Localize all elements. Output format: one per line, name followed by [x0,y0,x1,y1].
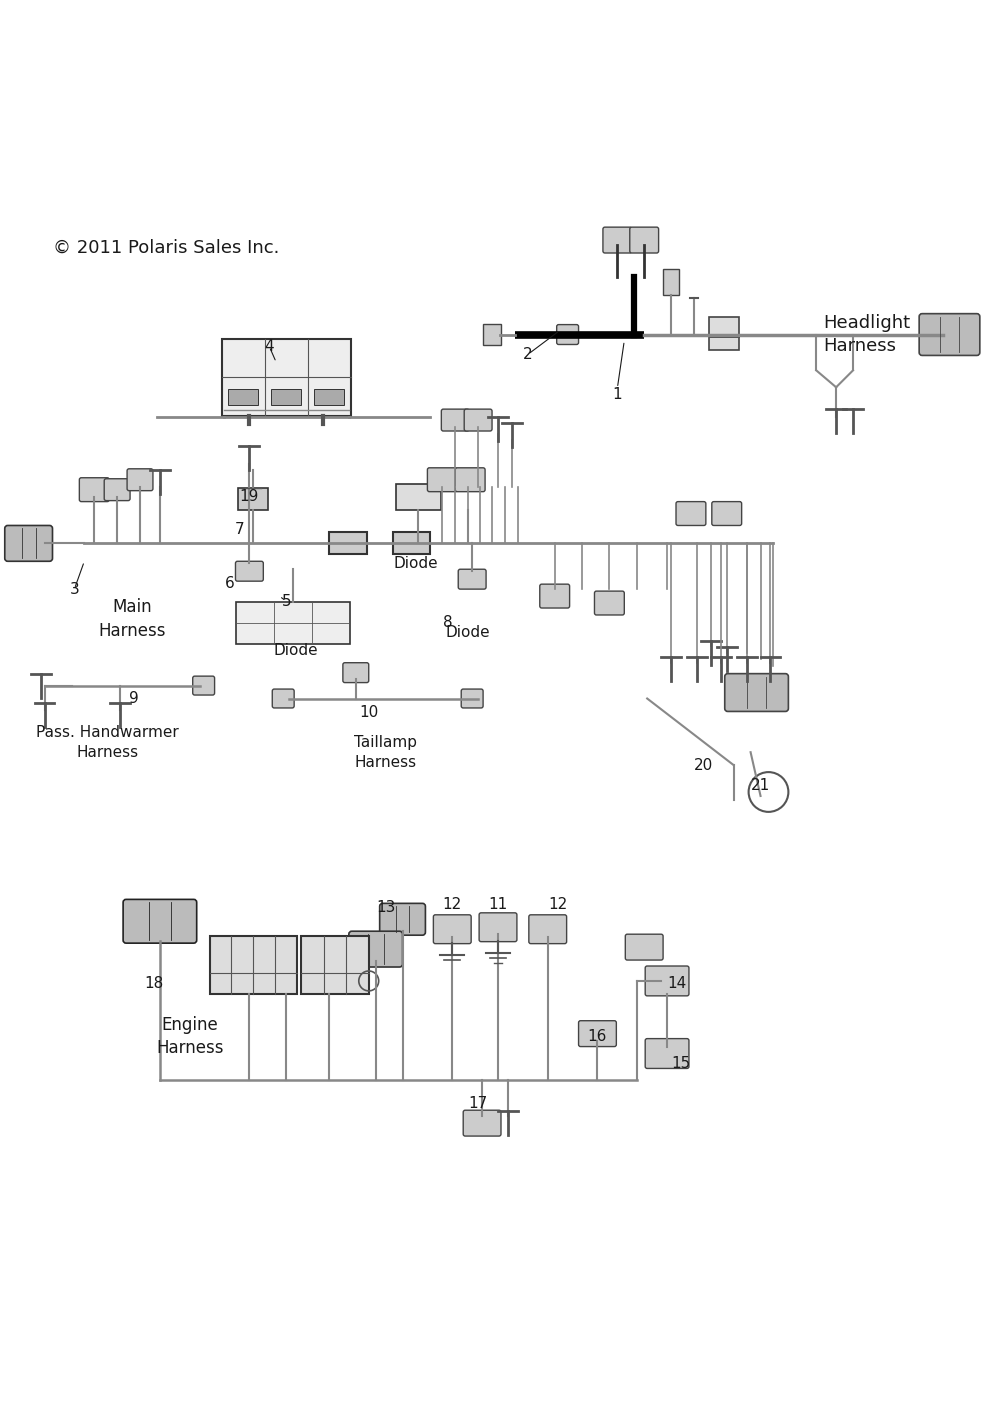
FancyBboxPatch shape [594,591,624,615]
Bar [709,317,739,350]
FancyBboxPatch shape [645,1038,689,1069]
FancyBboxPatch shape [625,934,663,960]
Text: © 2011 Polaris Sales Inc.: © 2011 Polaris Sales Inc. [53,240,279,256]
Bar [222,339,351,416]
FancyBboxPatch shape [5,525,52,562]
Text: Diode: Diode [274,643,318,658]
FancyBboxPatch shape [464,409,492,432]
FancyBboxPatch shape [529,915,567,944]
FancyBboxPatch shape [463,1110,501,1136]
Bar [393,532,430,555]
Bar [228,388,258,405]
Bar [314,388,344,405]
Text: 3: 3 [70,581,79,597]
FancyBboxPatch shape [557,325,579,345]
FancyBboxPatch shape [479,913,517,941]
FancyBboxPatch shape [193,677,215,695]
FancyBboxPatch shape [127,469,153,490]
FancyBboxPatch shape [123,899,197,943]
Bar [238,488,268,510]
FancyBboxPatch shape [540,584,570,608]
Bar [271,388,301,405]
Text: Main
Harness: Main Harness [98,598,166,640]
Text: 20: 20 [694,758,713,772]
FancyBboxPatch shape [712,502,742,525]
Text: 9: 9 [129,691,139,706]
Bar [236,602,350,644]
Text: 8: 8 [443,615,453,630]
FancyBboxPatch shape [441,409,469,432]
Bar [329,532,367,555]
Text: 17: 17 [468,1096,488,1111]
Text: 4: 4 [264,339,274,354]
Bar [663,269,679,294]
Bar [301,936,369,993]
Text: 6: 6 [225,576,234,591]
Text: 15: 15 [671,1056,691,1070]
FancyBboxPatch shape [630,227,659,254]
Text: 5: 5 [281,594,291,608]
FancyBboxPatch shape [380,904,425,936]
FancyBboxPatch shape [458,569,486,590]
FancyBboxPatch shape [343,663,369,682]
FancyBboxPatch shape [725,674,788,712]
Text: Taillamp
Harness: Taillamp Harness [354,734,417,769]
FancyBboxPatch shape [79,478,109,502]
Text: 16: 16 [588,1030,607,1044]
Bar [396,483,441,510]
FancyBboxPatch shape [349,932,403,967]
FancyBboxPatch shape [272,689,294,708]
FancyBboxPatch shape [645,967,689,996]
Text: 21: 21 [751,778,770,793]
Bar [483,324,501,346]
Text: Diode: Diode [393,556,438,570]
Text: 14: 14 [667,976,687,992]
Text: 10: 10 [359,705,378,720]
FancyBboxPatch shape [676,502,706,525]
Bar [210,936,297,993]
Text: 13: 13 [376,899,395,915]
FancyBboxPatch shape [104,479,130,500]
FancyBboxPatch shape [919,314,980,356]
Text: 1: 1 [613,387,622,402]
FancyBboxPatch shape [461,689,483,708]
Text: 12: 12 [443,897,462,912]
FancyBboxPatch shape [433,915,471,944]
FancyBboxPatch shape [579,1021,616,1047]
FancyBboxPatch shape [455,468,485,492]
Text: 12: 12 [548,897,567,912]
Text: 11: 11 [488,897,508,912]
Text: 19: 19 [240,489,259,504]
FancyBboxPatch shape [235,562,263,581]
Text: Pass. Handwarmer
Harness: Pass. Handwarmer Harness [36,724,179,759]
Text: 2: 2 [523,347,533,361]
Text: 7: 7 [235,523,244,537]
Text: Headlight
Harness: Headlight Harness [823,314,910,356]
FancyBboxPatch shape [427,468,457,492]
Text: 18: 18 [144,976,164,992]
FancyBboxPatch shape [603,227,632,254]
Text: Engine
Harness: Engine Harness [156,1016,223,1058]
Text: Diode: Diode [446,625,490,640]
